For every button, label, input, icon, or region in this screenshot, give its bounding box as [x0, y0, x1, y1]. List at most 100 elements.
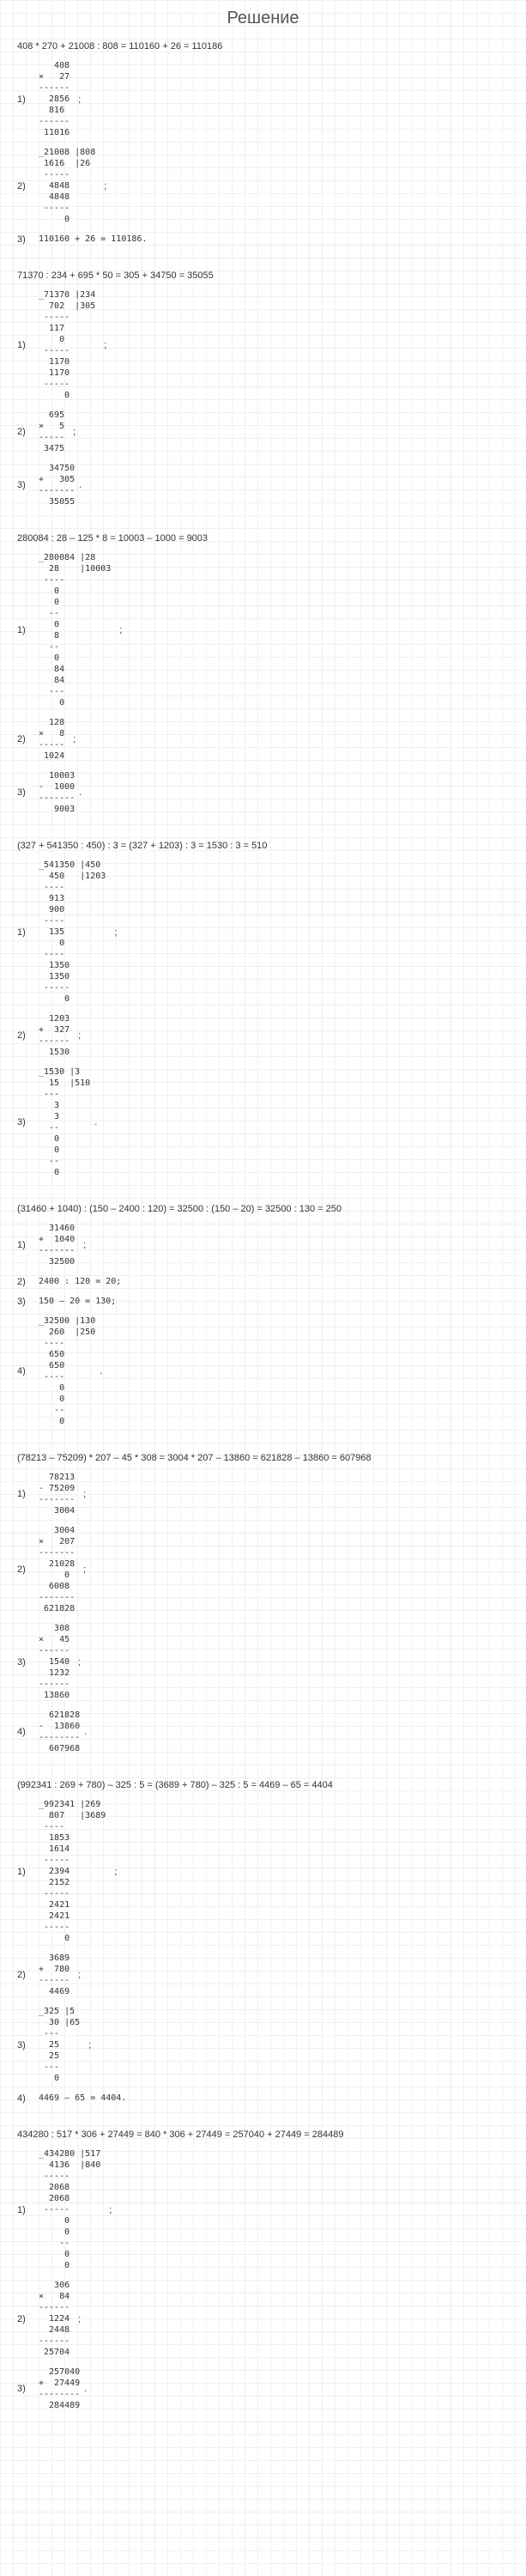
calculation-work: 1203 + 327 ------ 1530 [39, 1013, 70, 1058]
calculation-step: 1) 78213 - 75209 ------- 3004; [17, 1472, 509, 1516]
calculation-work: 257040 + 27449 -------- 284489 [39, 2366, 80, 2411]
problem: (78213 – 75209) * 207 – 45 * 308 = 3004 … [17, 1453, 509, 1754]
step-suffix: . [100, 1366, 102, 1376]
calculation-work: 34750 + 305 ------- 35055 [39, 463, 75, 507]
calculation-step: 2) 306 × 84 ------ 1224 2448 ------ 2570… [17, 2280, 509, 2358]
calculation-step: 3)150 – 20 = 130; [17, 1296, 509, 1307]
step-number: 3) [17, 480, 39, 490]
step-suffix: ; [83, 1489, 86, 1499]
step-number: 3) [17, 2040, 39, 2050]
calculation-step: 4) 621828 - 13860 -------- 607968. [17, 1710, 509, 1754]
step-suffix: ; [88, 2040, 91, 2050]
step-suffix: ; [78, 1030, 81, 1041]
calculation-step: 4)4469 – 65 = 4404. [17, 2093, 509, 2104]
step-number: 1) [17, 2205, 39, 2215]
step-number: 1) [17, 927, 39, 938]
calculation-step: 1)_280084 |28 28 |10003 ---- 0 0 -- 0 8 … [17, 552, 509, 708]
calculation-step: 2) 3004 × 207 ------- 21028 0 6008 -----… [17, 1525, 509, 1614]
calculation-work: 308 × 45 ------ 1540 1232 ------ 13860 [39, 1623, 70, 1701]
problem-expression: 434280 : 517 * 306 + 27449 = 840 * 306 +… [17, 2129, 509, 2140]
step-suffix: ; [78, 2314, 81, 2324]
step-number: 2) [17, 734, 39, 744]
step-number: 2) [17, 1564, 39, 1575]
calculation-step: 3)_325 |5 30 |65 --- 25 25 --- 0; [17, 2006, 509, 2084]
step-number: 2) [17, 1277, 39, 1287]
calculation-work: _541350 |450 450 |1203 ---- 913 900 ----… [39, 860, 106, 1005]
calculation-work: _1530 |3 15 |510 --- 3 3 -- 0 0 -- 0 [39, 1066, 90, 1178]
step-suffix: ; [83, 1564, 86, 1575]
calculation-work: 408 × 27 ------ 2856 816 ------ 11016 [39, 60, 70, 138]
step-number: 2) [17, 1970, 39, 1980]
calculation-work: _992341 |269 807 |3689 ---- 1853 1614 --… [39, 1799, 106, 1944]
calculation-work: 31460 + 1040 ------- 32500 [39, 1223, 75, 1267]
calculation-step: 2) 1203 + 327 ------ 1530; [17, 1013, 509, 1058]
problem-expression: 280084 : 28 – 125 * 8 = 10003 – 1000 = 9… [17, 533, 509, 544]
step-number: 1) [17, 1489, 39, 1499]
step-number: 2) [17, 2314, 39, 2324]
problem: (327 + 541350 : 450) : 3 = (327 + 1203) … [17, 841, 509, 1178]
step-number: 1) [17, 94, 39, 105]
step-suffix: ; [114, 927, 117, 938]
step-suffix: ; [104, 181, 106, 191]
problem-expression: 71370 : 234 + 695 * 50 = 305 + 34750 = 3… [17, 270, 509, 281]
calculation-work: 3004 × 207 ------- 21028 0 6008 ------- … [39, 1525, 75, 1614]
calculation-work: 128 × 8 ----- 1024 [39, 717, 64, 762]
calculation-work: _280084 |28 28 |10003 ---- 0 0 -- 0 8 --… [39, 552, 111, 708]
step-number: 1) [17, 1867, 39, 1877]
calculation-step: 1)_992341 |269 807 |3689 ---- 1853 1614 … [17, 1799, 509, 1944]
calculation-step: 1)_434280 |517 4136 |840 ----- 2068 2068… [17, 2148, 509, 2271]
step-number: 3) [17, 787, 39, 798]
step-suffix: ; [78, 94, 81, 105]
step-suffix: ; [73, 734, 76, 744]
calculation-step: 1) 31460 + 1040 ------- 32500; [17, 1223, 509, 1267]
step-suffix: . [94, 1117, 97, 1127]
problem: 71370 : 234 + 695 * 50 = 305 + 34750 = 3… [17, 270, 509, 507]
step-number: 3) [17, 1117, 39, 1127]
step-suffix: ; [78, 1970, 81, 1980]
problem: 434280 : 517 * 306 + 27449 = 840 * 306 +… [17, 2129, 509, 2411]
calculation-work: 695 × 5 ----- 3475 [39, 410, 64, 454]
step-number: 3) [17, 2384, 39, 2394]
calculation-work: 110160 + 26 = 110186. [39, 234, 147, 245]
calculation-work: 306 × 84 ------ 1224 2448 ------ 25704 [39, 2280, 70, 2358]
calculation-step: 3) 308 × 45 ------ 1540 1232 ------ 1386… [17, 1623, 509, 1701]
step-suffix: ; [83, 1240, 86, 1250]
calculation-step: 2)2400 : 120 = 20; [17, 1276, 509, 1287]
calculation-step: 2) 128 × 8 ----- 1024; [17, 717, 509, 762]
step-number: 4) [17, 1366, 39, 1376]
step-suffix: . [84, 1727, 87, 1737]
step-number: 2) [17, 1030, 39, 1041]
calculation-step: 3) 10003 - 1000 ------- 9003. [17, 770, 509, 815]
calculation-step: 1)_71370 |234 702 |305 ----- 117 0 -----… [17, 289, 509, 401]
step-suffix: ; [109, 2205, 112, 2215]
calculation-work: 2400 : 120 = 20; [39, 1276, 121, 1287]
calculation-work: 621828 - 13860 -------- 607968 [39, 1710, 80, 1754]
step-suffix: ; [119, 625, 122, 635]
step-suffix: . [79, 480, 82, 490]
calculation-step: 3)110160 + 26 = 110186. [17, 234, 509, 245]
step-number: 3) [17, 234, 39, 245]
calculation-step: 3)_1530 |3 15 |510 --- 3 3 -- 0 0 -- 0. [17, 1066, 509, 1178]
step-number: 3) [17, 1657, 39, 1668]
step-suffix: ; [114, 1867, 117, 1877]
step-number: 3) [17, 1297, 39, 1307]
calculation-step: 3) 34750 + 305 ------- 35055. [17, 463, 509, 507]
calculation-step: 1)_541350 |450 450 |1203 ---- 913 900 --… [17, 860, 509, 1005]
problem-expression: 408 * 270 + 21008 : 808 = 110160 + 26 = … [17, 41, 509, 52]
page-title: Решение [17, 9, 509, 28]
problems-container: 408 * 270 + 21008 : 808 = 110160 + 26 = … [17, 41, 509, 2411]
calculation-work: _434280 |517 4136 |840 ----- 2068 2068 -… [39, 2148, 100, 2271]
calculation-step: 4)_32500 |130 260 |250 ---- 650 650 ----… [17, 1315, 509, 1427]
problem: (992341 : 269 + 780) – 325 : 5 = (3689 +… [17, 1780, 509, 2104]
step-suffix: ; [78, 1657, 81, 1668]
calculation-work: 4469 – 65 = 4404. [39, 2093, 126, 2104]
step-number: 1) [17, 340, 39, 350]
step-number: 1) [17, 1240, 39, 1250]
step-number: 2) [17, 427, 39, 437]
calculation-work: _71370 |234 702 |305 ----- 117 0 ----- 1… [39, 289, 95, 401]
step-suffix: ; [104, 340, 106, 350]
problem-expression: (78213 – 75209) * 207 – 45 * 308 = 3004 … [17, 1453, 509, 1463]
calculation-step: 2) 695 × 5 ----- 3475; [17, 410, 509, 454]
calculation-step: 1) 408 × 27 ------ 2856 816 ------ 11016… [17, 60, 509, 138]
problem-expression: (31460 + 1040) : (150 – 2400 : 120) = 32… [17, 1204, 509, 1214]
